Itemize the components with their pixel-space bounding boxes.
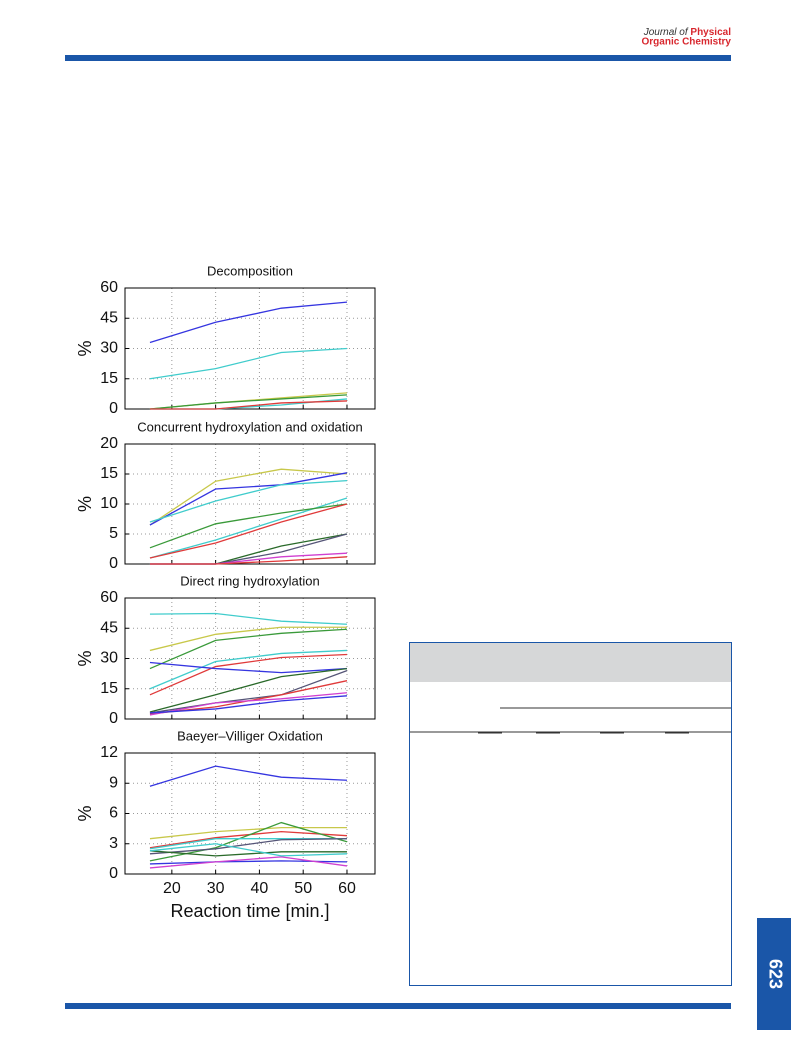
series-line xyxy=(149,649,348,690)
y-tick-label: 0 xyxy=(109,710,118,727)
page-number: 623 xyxy=(765,959,785,989)
chart-title: Direct ring hydroxylation xyxy=(180,573,319,588)
y-tick-label: 30 xyxy=(100,650,118,667)
series-line xyxy=(149,628,348,670)
y-tick-label: 30 xyxy=(100,340,118,357)
series-line xyxy=(149,821,348,862)
plot-frame xyxy=(124,287,376,410)
series-line xyxy=(149,301,348,344)
series-line xyxy=(149,653,348,696)
top-rule xyxy=(65,55,731,61)
series-line xyxy=(149,667,348,713)
chart-title: Baeyer–Villiger Oxidation xyxy=(177,728,323,743)
y-axis-label: % xyxy=(75,340,95,356)
series-line xyxy=(149,503,348,549)
y-tick-label: 0 xyxy=(109,865,118,882)
bottom-rule xyxy=(65,1003,731,1009)
series-line xyxy=(149,472,348,526)
x-tick-label: 20 xyxy=(163,880,181,897)
plot-frame xyxy=(124,597,376,720)
series-line xyxy=(149,695,348,714)
y-tick-label: 6 xyxy=(109,805,118,822)
x-tick-label: 60 xyxy=(338,880,356,897)
y-tick-label: 0 xyxy=(109,555,118,572)
plot-frame xyxy=(124,752,376,875)
series-line xyxy=(149,765,348,787)
y-tick-label: 10 xyxy=(100,495,118,512)
series-line xyxy=(149,850,347,857)
journal-header: Journal of Physical xyxy=(643,27,732,38)
x-tick-label: 40 xyxy=(251,880,269,897)
y-tick-label: 9 xyxy=(109,774,118,791)
y-tick-label: 15 xyxy=(100,370,118,387)
journal-prefix: Journal of xyxy=(643,27,689,38)
series-line xyxy=(149,843,347,857)
series-line xyxy=(149,556,348,565)
y-tick-label: 15 xyxy=(100,680,118,697)
series-line xyxy=(149,394,348,410)
series-line xyxy=(149,479,348,523)
journal-name: Physical xyxy=(690,27,731,38)
journal-name: Organic Chemistry xyxy=(642,37,732,48)
series-line xyxy=(149,661,348,674)
series-line xyxy=(149,533,348,565)
y-tick-label: 5 xyxy=(109,525,118,542)
y-axis-label: % xyxy=(75,805,95,821)
plot-frame xyxy=(124,443,376,565)
y-tick-label: 60 xyxy=(100,279,118,296)
series-line xyxy=(149,626,347,652)
chart-title: Decomposition xyxy=(207,263,293,278)
table-header xyxy=(410,643,731,682)
series-line xyxy=(149,826,347,840)
table-frame xyxy=(409,642,732,986)
y-tick-label: 12 xyxy=(100,744,118,761)
series-line xyxy=(149,612,348,625)
series-line xyxy=(149,400,347,410)
y-tick-label: 60 xyxy=(100,589,118,606)
y-axis-label: % xyxy=(75,650,95,666)
y-tick-label: 3 xyxy=(109,835,118,852)
series-line xyxy=(149,497,348,559)
y-tick-label: 45 xyxy=(100,309,118,326)
series-line xyxy=(149,669,348,714)
series-line xyxy=(149,856,348,869)
series-line xyxy=(149,838,347,855)
x-tick-label: 50 xyxy=(294,880,312,897)
y-tick-label: 20 xyxy=(100,435,118,452)
series-line xyxy=(149,692,348,716)
y-tick-label: 45 xyxy=(100,619,118,636)
x-axis-label: Reaction time [min.] xyxy=(170,901,329,921)
series-line xyxy=(149,533,348,565)
x-tick-label: 30 xyxy=(207,880,225,897)
y-tick-label: 15 xyxy=(100,465,118,482)
page-tab xyxy=(757,918,791,1030)
y-tick-label: 0 xyxy=(109,400,118,417)
series-line xyxy=(149,503,348,559)
chart-title: Concurrent hydroxylation and oxidation xyxy=(137,419,362,434)
series-line xyxy=(149,468,348,526)
y-axis-label: % xyxy=(75,496,95,512)
series-line xyxy=(149,347,348,380)
